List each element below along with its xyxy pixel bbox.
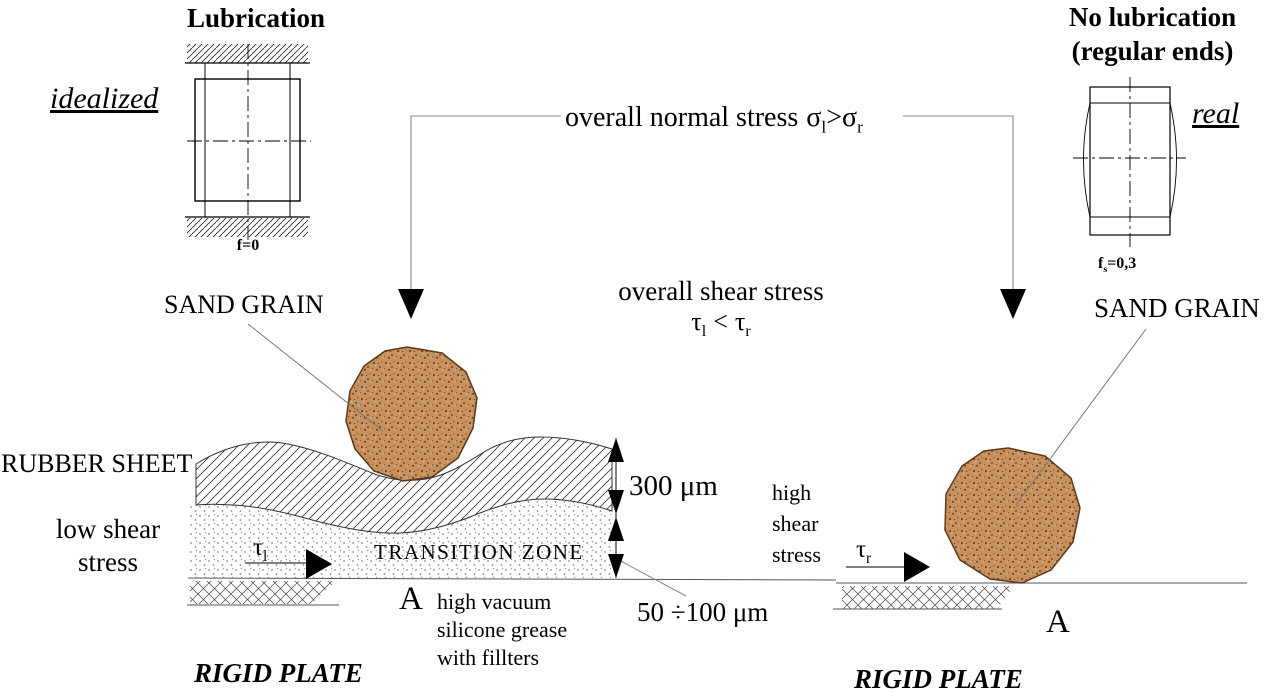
- left-specimen-sketch: [185, 44, 311, 240]
- rigid-plate-label-right: RIGID PLATE: [854, 664, 1023, 692]
- right-title: No lubrication (regular ends): [1030, 0, 1275, 68]
- less-than: <: [713, 307, 728, 336]
- right-arrow-icon: [904, 552, 930, 582]
- sand-grain-leader-right: [1015, 328, 1147, 506]
- tau-r-symbol: τr: [856, 536, 872, 567]
- sand-grain-leader-left: [247, 323, 384, 432]
- dim-arrow-up-top-icon: [608, 438, 624, 462]
- greater-than: >: [826, 102, 842, 133]
- specimen-outline: [194, 78, 301, 202]
- rubber-thickness-dimension: 300 μm: [629, 470, 718, 502]
- down-arrow-left-icon: [398, 289, 424, 319]
- right-plate-structure: [833, 582, 1247, 610]
- real-label: real: [1192, 97, 1240, 130]
- friction-coefficient-left: f=0: [236, 237, 260, 254]
- top-plate-hatch: [187, 44, 308, 63]
- overall-normal-stress-label: overall normal stress σl>σr: [565, 102, 863, 137]
- shear-stress-inequality: τl < τr: [691, 307, 751, 341]
- friction-coefficient-right: fs=0,3: [1098, 255, 1137, 276]
- transition-zone-label: TRANSITION ZONE: [374, 540, 584, 564]
- bottom-plate-hatch: [187, 218, 308, 237]
- sand-grain-label-right: SAND GRAIN: [1094, 293, 1260, 323]
- right-title-line1: No lubrication: [1068, 2, 1237, 32]
- rigid-plate-hatch-right: [842, 586, 1014, 609]
- overall-shear-stress-label: overall shear stress: [618, 276, 824, 306]
- grease-note: high vacuum silicone grease with fillter…: [437, 589, 568, 670]
- thickness-dimension: [608, 438, 624, 578]
- shear-arrow-right: [846, 552, 930, 582]
- shear-arrow-left: [245, 549, 332, 579]
- normal-stress-bracket: [398, 115, 1026, 319]
- point-a-left: A: [399, 581, 423, 617]
- rigid-plate-hatch-left: [190, 581, 336, 604]
- barrel-bulge-left: [1083, 102, 1091, 218]
- rubber-sheet-shape: [195, 436, 613, 534]
- dim-arrow-down-bottom-icon: [608, 554, 624, 578]
- down-arrow-right-icon: [1000, 289, 1026, 319]
- normal-stress-text: overall normal stress: [565, 102, 799, 133]
- dim-arrow-down-mid-icon: [608, 490, 624, 514]
- grease-dimension-leader: [616, 558, 687, 597]
- point-a-right: A: [1046, 604, 1070, 640]
- left-layered-structure: [187, 436, 837, 606]
- sand-grain-right-shape: [944, 447, 1081, 584]
- barrel-bulge-right: [1169, 102, 1177, 218]
- transition-zone-bottom-line: [187, 577, 837, 581]
- sigma-left: σ: [806, 102, 822, 133]
- sand-grain-label-left: SAND GRAIN: [164, 290, 324, 319]
- sand-grain-left-shape: [345, 346, 478, 482]
- dim-arrow-up-mid-icon: [608, 517, 624, 541]
- grease-thickness-dimension: 50 ÷100 μm: [637, 597, 769, 627]
- tau-l-symbol: τl: [253, 534, 268, 565]
- high-shear-stress-label: high shear stress: [772, 480, 821, 567]
- right-specimen-sketch: [1073, 77, 1186, 247]
- transition-zone-shape: [190, 499, 612, 578]
- low-shear-stress-label: low shear stress: [55, 514, 161, 577]
- left-title: Lubrication: [186, 3, 326, 33]
- sigma-right: σ: [842, 102, 858, 133]
- tau-left: τ: [691, 307, 702, 336]
- right-title-line2: (regular ends): [1071, 36, 1234, 66]
- rubber-sheet-label: RUBBER SHEET: [1, 449, 193, 478]
- right-arrow-icon: [306, 549, 332, 579]
- idealized-label: idealized: [50, 82, 159, 115]
- tau-right: τ: [734, 307, 746, 336]
- rigid-plate-label-left: RIGID PLATE: [194, 658, 363, 688]
